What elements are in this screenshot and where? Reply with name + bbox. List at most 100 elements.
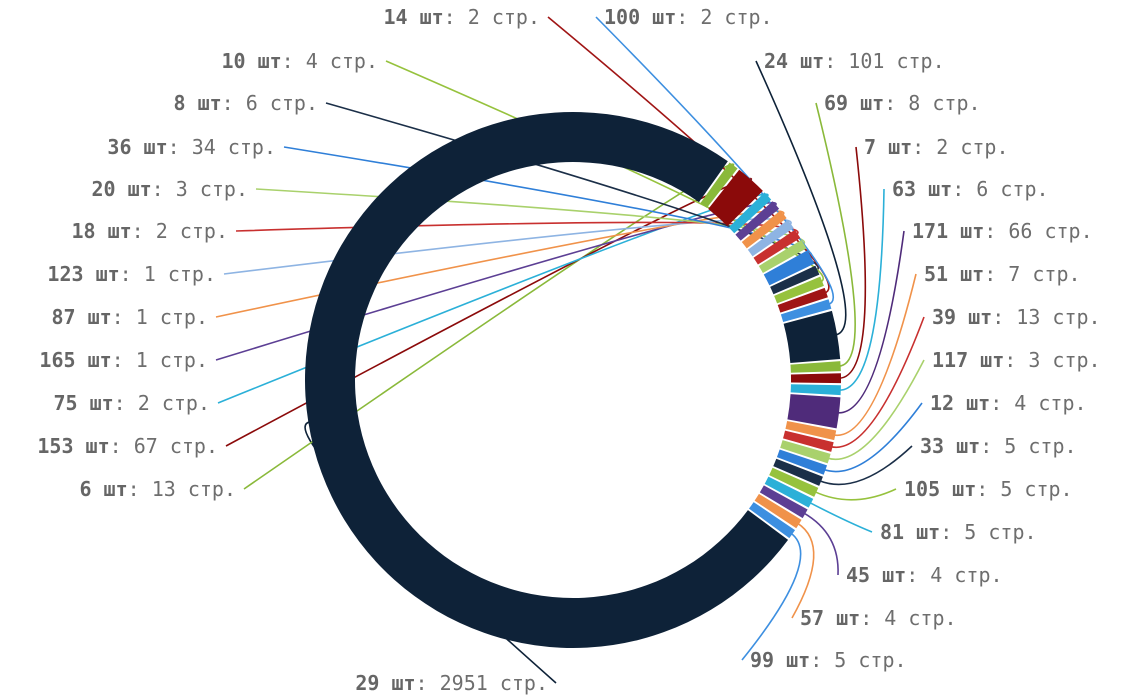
slice-24: [783, 310, 841, 363]
slice-value: : 5 стр.: [980, 434, 1076, 458]
slice-171: [787, 394, 841, 429]
slice-count: 165 шт: [39, 348, 111, 372]
slice-label-6: 6 шт: 13 стр.: [79, 477, 236, 501]
slice-label-33: 33 шт: 5 стр.: [920, 434, 1077, 458]
slice-label-87: 87 шт: 1 стр.: [51, 305, 208, 329]
slice-label-18: 18 шт: 2 стр.: [71, 219, 228, 243]
slice-14: [777, 287, 828, 313]
slice-label-171: 171 шт: 66 стр.: [912, 219, 1093, 243]
slice-value: : 4 стр.: [906, 563, 1002, 587]
slice-105: [769, 467, 819, 497]
slice-count: 8 шт: [174, 91, 222, 115]
slice-57: [754, 493, 802, 529]
slice-value: : 5 стр.: [810, 648, 906, 672]
slice-label-123: 123 шт: 1 стр.: [47, 262, 216, 286]
slice-51: [785, 421, 837, 441]
slice-69: [790, 361, 841, 373]
slice-count: 14 шт: [383, 5, 443, 29]
slice-count: 12 шт: [930, 391, 990, 415]
slice-label-105: 105 шт: 5 стр.: [904, 477, 1073, 501]
slice-value: : 34 стр.: [168, 135, 276, 159]
slice-value: : 67 стр.: [110, 434, 218, 458]
slice-count: 33 шт: [920, 434, 980, 458]
slice-label-57: 57 шт: 4 стр.: [800, 606, 957, 630]
slice-count: 29 шт: [355, 671, 415, 695]
slice-value: : 8 стр.: [884, 91, 980, 115]
slice-value: : 2 стр.: [444, 5, 540, 29]
slice-label-7: 7 шт: 2 стр.: [864, 135, 1009, 159]
leader-line-117: [827, 359, 925, 461]
slice-label-8: 8 шт: 6 стр.: [174, 91, 319, 115]
slice-label-24: 24 шт: 101 стр.: [764, 49, 945, 73]
slice-count: 45 шт: [846, 563, 906, 587]
slice-count: 75 шт: [53, 391, 113, 415]
leader-line-51: [833, 273, 917, 437]
slices: [305, 112, 841, 648]
slice-label-36: 36 шт: 34 стр.: [107, 135, 276, 159]
slice-value: : 5 стр.: [940, 520, 1036, 544]
slice-63: [790, 384, 841, 396]
slice-value: : 101 стр.: [824, 49, 944, 73]
slice-count: 100 шт: [604, 5, 676, 29]
slice-count: 69 шт: [824, 91, 884, 115]
slice-165: [735, 201, 780, 241]
leader-line-105: [814, 488, 897, 501]
slice-count: 36 шт: [107, 135, 167, 159]
leader-line-45: [803, 512, 839, 576]
slice-count: 87 шт: [51, 305, 111, 329]
slice-18: [753, 229, 801, 265]
slice-value: : 6 стр.: [952, 177, 1048, 201]
slice-label-165: 165 шт: 1 стр.: [39, 348, 208, 372]
slice-count: 18 шт: [71, 219, 131, 243]
slice-label-63: 63 шт: 6 стр.: [892, 177, 1049, 201]
leader-line-81: [808, 501, 873, 533]
slice-label-14: 14 шт: 2 стр.: [383, 5, 540, 29]
slice-label-75: 75 шт: 2 стр.: [53, 391, 210, 415]
slice-value: : 2951 стр.: [416, 671, 548, 695]
slice-count: 81 шт: [880, 520, 940, 544]
slice-label-12: 12 шт: 4 стр.: [930, 391, 1087, 415]
leader-line-57: [791, 522, 815, 619]
slice-count: 99 шт: [750, 648, 810, 672]
slice-81: [764, 476, 814, 508]
slice-value: : 66 стр.: [984, 219, 1092, 243]
slice-value: : 1 стр.: [112, 348, 208, 372]
leader-line-69: [815, 102, 856, 368]
slice-label-99: 99 шт: 5 стр.: [750, 648, 907, 672]
slice-99: [748, 502, 796, 539]
slice-count: 123 шт: [47, 262, 119, 286]
slice-label-20: 20 шт: 3 стр.: [91, 177, 248, 201]
slice-count: 6 шт: [79, 477, 127, 501]
slice-153: [708, 169, 763, 227]
slice-value: : 2 стр.: [912, 135, 1008, 159]
leader-line-123: [223, 218, 792, 275]
slice-count: 20 шт: [91, 177, 151, 201]
slice-10: [774, 276, 824, 304]
slice-value: : 3 стр.: [152, 177, 248, 201]
slice-count: 24 шт: [764, 49, 824, 73]
slice-value: : 2 стр.: [114, 391, 210, 415]
slice-39: [783, 430, 834, 452]
slice-7: [790, 373, 841, 384]
slice-count: 51 шт: [924, 262, 984, 286]
leader-line-24: [755, 60, 847, 336]
slice-value: : 6 стр.: [222, 91, 318, 115]
slice-count: 57 шт: [800, 606, 860, 630]
slice-117: [780, 440, 831, 464]
slice-value: : 2 стр.: [132, 219, 228, 243]
slice-label-100: 100 шт: 2 стр.: [604, 5, 773, 29]
slice-label-81: 81 шт: 5 стр.: [880, 520, 1037, 544]
leader-line-63: [838, 188, 885, 391]
slice-count: 105 шт: [904, 477, 976, 501]
slice-label-45: 45 шт: 4 стр.: [846, 563, 1003, 587]
slice-value: : 7 стр.: [984, 262, 1080, 286]
slice-labels: 29 шт: 2951 стр. 6 шт: 13 стр. 153 шт: 67 …: [37, 5, 1100, 695]
slice-12: [776, 449, 828, 475]
slice-count: 10 шт: [221, 49, 281, 73]
slice-value: : 1 стр.: [120, 262, 216, 286]
slice-20: [758, 239, 807, 273]
slice-value: : 4 стр.: [990, 391, 1086, 415]
slice-count: 153 шт: [37, 434, 109, 458]
